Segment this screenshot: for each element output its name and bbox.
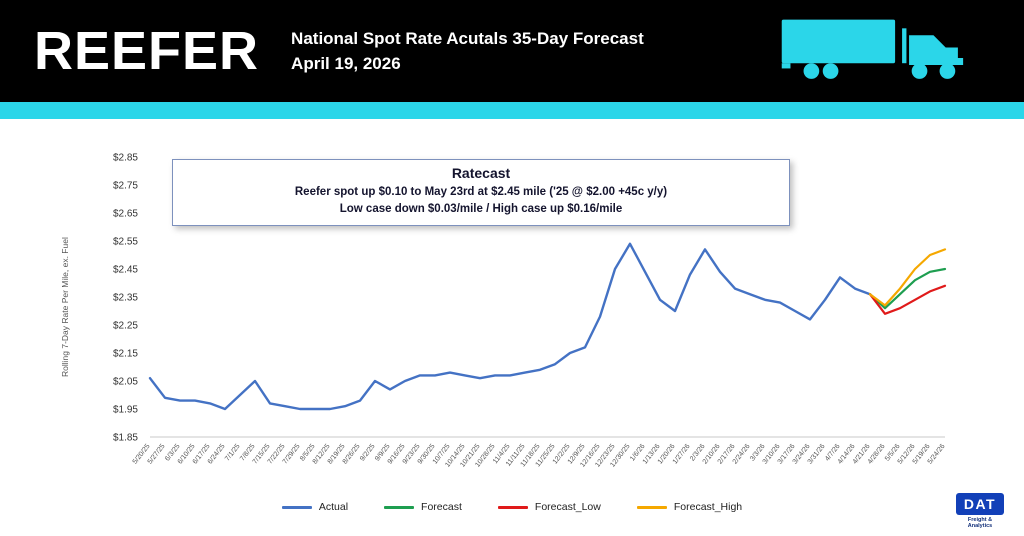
svg-text:$2.65: $2.65 [113, 209, 138, 220]
brand-logo: REEFER [34, 21, 260, 81]
legend-label-forecast: Forecast [421, 501, 462, 513]
svg-text:$1.95: $1.95 [113, 405, 138, 416]
legend-item-actual: Actual [281, 501, 349, 513]
y-axis-title: Rolling 7-Day Rate Per Mile, ex. Fuel [60, 237, 70, 377]
svg-text:$1.85: $1.85 [113, 433, 138, 444]
report-title: National Spot Rate Acutals 35-Day Foreca… [291, 28, 644, 48]
annotation-line-1: Reefer spot up $0.10 to May 23rd at $2.4… [294, 186, 668, 198]
svg-text:$2.45: $2.45 [113, 265, 138, 276]
legend-item-forecast_low: Forecast_Low [497, 501, 601, 513]
svg-text:9/2/25: 9/2/25 [359, 443, 377, 463]
legend-item-forecast: Forecast [384, 501, 462, 513]
dat-logo-mark: DAT [956, 493, 1004, 515]
dat-logo-subtext: Freight & Analytics [967, 517, 993, 529]
accent-stripe [0, 102, 1024, 119]
svg-text:$2.15: $2.15 [113, 349, 138, 360]
svg-text:7/1/25: 7/1/25 [224, 443, 242, 463]
legend-label-forecast_high: Forecast_High [673, 501, 743, 513]
chart-legend: Actual Forecast Forecast_Low Forecast_High [0, 501, 1024, 513]
ratecast-annotation: Ratecast Reefer spot up $0.10 to May 23r… [172, 159, 790, 227]
svg-text:$2.05: $2.05 [113, 377, 138, 388]
legend-swatch-forecast [384, 505, 415, 509]
spot-rate-chart: $1.85 $1.95 $2.05 $2.15 $2.25 $2.35 $2.45 $2.55… [113, 153, 947, 469]
title-block: National Spot Rate Acutals 35-Day Foreca… [291, 29, 644, 74]
annotation-line-2: Low case down $0.03/mile / High case up … [339, 202, 623, 215]
svg-text:$2.85: $2.85 [113, 153, 138, 164]
chart-area: Rolling 7-Day Rate Per Mile, ex. Fuel $1… [0, 119, 1024, 536]
annotation-title: Ratecast [451, 165, 511, 181]
truck-icon [781, 19, 964, 79]
svg-text:$2.35: $2.35 [113, 293, 138, 304]
svg-text:$2.55: $2.55 [113, 237, 138, 248]
legend-label-forecast_low: Forecast_Low [534, 501, 601, 513]
svg-text:$2.25: $2.25 [113, 321, 138, 332]
header: REEFER National Spot Rate Acutals 35-Day… [0, 0, 1024, 102]
legend-swatch-forecast_low [497, 505, 528, 509]
svg-text:$2.75: $2.75 [113, 181, 138, 192]
report-date: April 19, 2026 [291, 53, 401, 73]
legend-label-actual: Actual [318, 501, 349, 513]
legend-swatch-actual [281, 505, 312, 509]
dat-logo: DAT Freight & Analytics [956, 493, 1004, 529]
legend-swatch-forecast_high [636, 505, 667, 509]
legend-item-forecast_high: Forecast_High [636, 501, 743, 513]
